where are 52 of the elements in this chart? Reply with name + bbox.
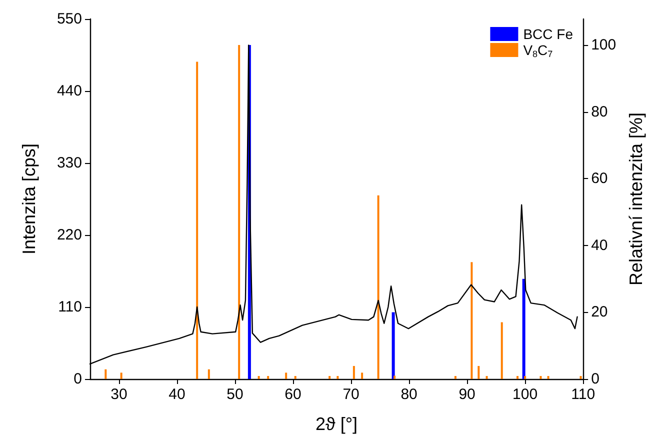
- bar: [336, 376, 339, 379]
- bar: [500, 322, 503, 379]
- y2-tick-label: 0: [591, 370, 600, 388]
- bar: [547, 376, 550, 379]
- bar: [120, 372, 122, 379]
- bar: [580, 376, 582, 379]
- bar: [394, 376, 396, 379]
- x-tick-label: 80: [400, 386, 418, 403]
- legend-label: BCC Fe: [523, 26, 574, 42]
- bar: [208, 369, 210, 379]
- bar: [478, 366, 480, 379]
- y2-tick-label: 20: [591, 304, 608, 321]
- y-axis-title: Intenzita [cps]: [19, 143, 39, 255]
- bar: [540, 376, 542, 379]
- y-tick-label: 220: [56, 226, 82, 244]
- y-tick-label: 0: [74, 370, 82, 388]
- y2-tick-label: 80: [591, 103, 608, 120]
- bar: [361, 372, 364, 379]
- bar: [522, 278, 526, 379]
- x-tick-label: 110: [571, 386, 596, 403]
- bar: [524, 376, 526, 379]
- y-tick-label: 550: [56, 10, 82, 28]
- bar: [516, 376, 519, 379]
- bar: [454, 376, 456, 379]
- x-tick-label: 30: [110, 386, 128, 403]
- bar: [258, 376, 260, 379]
- y2-tick-label: 60: [591, 170, 608, 188]
- y-tick-label: 440: [56, 82, 82, 100]
- x-tick-label: 50: [226, 386, 244, 403]
- y2-tick-label: 100: [591, 36, 616, 54]
- x-tick-label: 100: [512, 386, 538, 403]
- y2-axis-title: Relativní intenzita [%]: [626, 112, 646, 286]
- bar: [486, 376, 488, 379]
- bar: [285, 372, 288, 379]
- bar: [470, 262, 473, 379]
- bar: [392, 312, 395, 379]
- y-tick-label: 110: [58, 298, 82, 316]
- x-tick-label: 90: [458, 386, 476, 403]
- x-tick-label: 60: [284, 386, 302, 403]
- bar: [352, 366, 355, 379]
- x-tick-label: 70: [342, 386, 360, 403]
- bar: [377, 195, 380, 379]
- x-tick-label: 40: [168, 386, 186, 403]
- bar: [267, 376, 270, 379]
- x-axis-title: 2ϑ [°]: [316, 414, 358, 434]
- y-tick-label: 330: [56, 154, 82, 172]
- bar: [104, 369, 107, 379]
- bar: [196, 62, 198, 379]
- bar: [238, 45, 240, 379]
- y2-tick-label: 40: [591, 236, 608, 254]
- bar: [328, 376, 331, 379]
- bar: [294, 376, 296, 379]
